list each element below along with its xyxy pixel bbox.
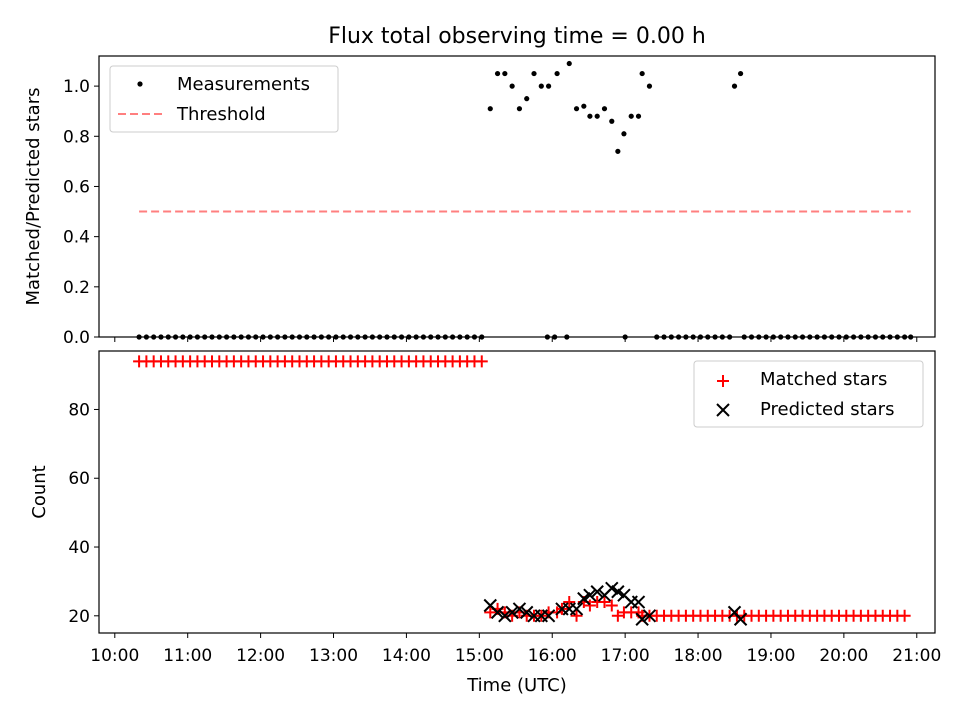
predicted-star-marker [631, 595, 646, 609]
measurement-point [639, 70, 645, 77]
predicted-star-marker [635, 612, 649, 626]
bottom-y-tick-label: 80 [68, 400, 90, 420]
top-y-tick-label: 0.0 [63, 328, 90, 348]
x-tick-label: 19:00 [746, 646, 795, 666]
bottom-x-ticks: 10:00 11:00 12:00 13:00 14:00 15:00 16:00 17:00… [90, 633, 941, 666]
top-data-marks [136, 60, 914, 340]
top-panel: 0.0 0.2 0.4 0.6 0.8 1.0 Matched/Predicted sta… [23, 55, 936, 348]
measurement-point [731, 83, 738, 89]
legend-matched-label: Matched stars [760, 369, 887, 390]
measurement-point [516, 106, 523, 112]
measurement-point [566, 60, 572, 67]
legend-predicted-marker [716, 403, 730, 417]
legend-threshold-label: Threshold [176, 104, 266, 125]
x-tick-label: 13:00 [309, 646, 358, 666]
measurement-point [635, 113, 642, 119]
matched-star-marker [583, 599, 596, 612]
top-x-ticks [114, 337, 918, 342]
measurement-point [509, 83, 515, 89]
x-tick-label: 10:00 [90, 646, 139, 666]
measurement-point [502, 70, 508, 77]
top-y-ticks: 0.0 0.2 0.4 0.6 0.8 1.0 [63, 77, 99, 348]
bottom-y-tick-label: 40 [68, 538, 90, 558]
predicted-star-marker [605, 581, 619, 596]
top-legend: Measurements Threshold [109, 65, 339, 133]
x-tick-label: 18:00 [674, 646, 723, 666]
predicted-star-marker [611, 585, 625, 599]
measurement-point [554, 70, 560, 77]
predicted-star-marker [733, 612, 748, 626]
predicted-star-marker [590, 585, 604, 599]
top-legend-box [109, 65, 339, 133]
predicted-star-marker [569, 602, 584, 616]
legend-measurements-label: Measurements [177, 74, 310, 95]
measurement-point [573, 106, 580, 112]
measurement-point [531, 70, 537, 77]
measurement-point [615, 148, 621, 154]
matched-star-marker [605, 599, 618, 612]
legend-predicted-label: Predicted stars [760, 399, 894, 420]
measurement-point [601, 106, 608, 112]
predicted-star-marker [577, 591, 591, 606]
matched-star-marker [898, 609, 911, 622]
legend-measurements-marker [137, 81, 143, 87]
x-tick-label: 17:00 [601, 646, 650, 666]
measurement-point [581, 103, 587, 109]
x-tick-label: 21:00 [892, 646, 941, 666]
top-y-tick-label: 0.8 [63, 127, 90, 147]
predicted-star-marker [583, 588, 597, 602]
measurement-point [594, 113, 600, 119]
predicted-star-marker [490, 605, 505, 620]
top-y-tick-label: 1.0 [63, 77, 90, 97]
bottom-axes-frame [98, 350, 936, 634]
matched-star-marker [484, 606, 497, 619]
predicted-star-marker [642, 609, 657, 623]
predicted-star-marker [498, 609, 512, 623]
matched-star-marker [598, 596, 611, 609]
matched-star-marker [563, 596, 576, 609]
measurement-point [524, 96, 530, 102]
matched-star-marker [570, 609, 583, 622]
bottom-y-axis-label: Count [29, 465, 50, 518]
measurement-point [587, 113, 593, 119]
x-tick-label: 11:00 [163, 646, 212, 666]
measurement-point [494, 70, 501, 77]
predicted-star-marker [541, 609, 556, 623]
measurement-point [609, 118, 615, 124]
top-y-axis-label: Matched/Predicted stars [23, 88, 44, 306]
measurement-point [487, 106, 493, 112]
measurement-point [545, 83, 552, 89]
chart-title: Flux total observing time = 0.00 h [328, 24, 706, 49]
top-axes-frame [98, 55, 936, 338]
predicted-star-marker [512, 602, 527, 616]
top-y-tick-label: 0.4 [63, 228, 90, 248]
measurement-point [737, 70, 744, 77]
bottom-y-ticks: 20 40 60 80 [68, 400, 99, 627]
predicted-star-marker [505, 605, 519, 620]
legend-matched-marker [717, 375, 729, 387]
measurement-point [646, 83, 653, 89]
x-tick-label: 12:00 [236, 646, 285, 666]
bottom-legend-box [693, 360, 924, 428]
measurement-point [538, 83, 544, 89]
matched-star-marker [611, 609, 624, 622]
matched-star-marker [475, 355, 488, 368]
x-tick-label: 14:00 [382, 646, 431, 666]
measurement-point [621, 131, 627, 137]
bottom-data-marks [133, 355, 911, 626]
bottom-legend: Matched stars Predicted stars [693, 360, 924, 428]
x-axis-label: Time (UTC) [466, 675, 567, 696]
predicted-star-marker [520, 605, 534, 620]
top-y-tick-label: 0.6 [63, 177, 90, 197]
x-tick-label: 16:00 [528, 646, 577, 666]
measurement-point [628, 113, 634, 119]
x-tick-label: 20:00 [819, 646, 868, 666]
bottom-y-tick-label: 60 [68, 469, 90, 489]
bottom-y-tick-label: 20 [68, 607, 90, 627]
x-tick-label: 15:00 [455, 646, 504, 666]
top-y-tick-label: 0.2 [63, 278, 90, 298]
